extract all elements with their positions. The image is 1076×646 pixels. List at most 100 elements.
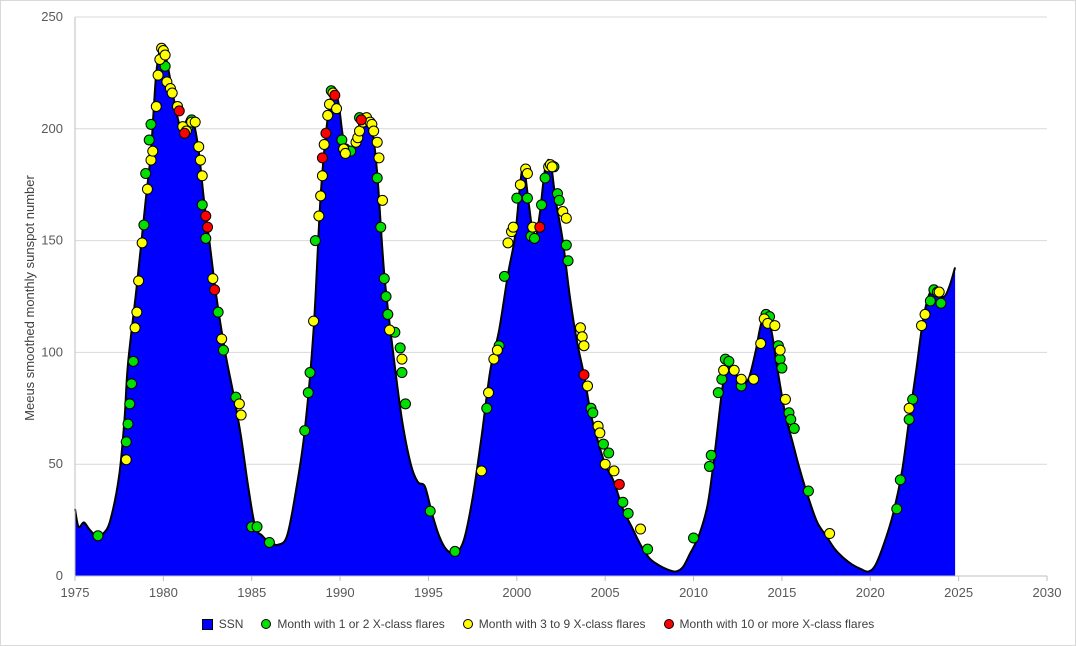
flare-point-x12 bbox=[924, 295, 936, 307]
flare-point-x12 bbox=[498, 270, 510, 282]
flare-point-x12 bbox=[394, 342, 406, 354]
flare-point-x39 bbox=[373, 152, 385, 164]
flare-point-x39 bbox=[120, 454, 132, 466]
flare-point-x39 bbox=[502, 237, 514, 249]
x-tick-label: 2015 bbox=[767, 585, 796, 600]
flare-point-x39 bbox=[331, 103, 343, 115]
flare-point-x12 bbox=[92, 530, 104, 542]
flare-point-x10 bbox=[578, 369, 590, 381]
flare-point-x39 bbox=[147, 145, 159, 157]
flare-point-x39 bbox=[308, 315, 320, 327]
flare-point-x12 bbox=[560, 239, 572, 251]
legend-swatch-x39 bbox=[462, 619, 473, 629]
x-tick-label: 2010 bbox=[679, 585, 708, 600]
flare-point-x39 bbox=[728, 364, 740, 376]
flare-point-x12 bbox=[903, 413, 915, 425]
flare-point-x12 bbox=[375, 221, 387, 233]
flare-point-x10 bbox=[316, 152, 328, 164]
flare-point-x39 bbox=[608, 465, 620, 477]
legend-label-x12: Month with 1 or 2 X-class flares bbox=[277, 617, 445, 631]
flare-point-x12 bbox=[140, 168, 152, 180]
x-tick-label: 2005 bbox=[591, 585, 620, 600]
x-tick-label: 2030 bbox=[1033, 585, 1062, 600]
x-tick-label: 2000 bbox=[502, 585, 531, 600]
flare-point-x12 bbox=[622, 507, 634, 519]
flare-point-x12 bbox=[200, 232, 212, 244]
flare-point-x12 bbox=[587, 407, 599, 419]
flare-point-x12 bbox=[299, 425, 311, 437]
flare-point-x12 bbox=[712, 387, 724, 399]
flare-point-x12 bbox=[642, 543, 654, 555]
flare-point-x39 bbox=[318, 138, 330, 150]
flare-point-x39 bbox=[735, 373, 747, 385]
flare-point-x39 bbox=[207, 273, 219, 285]
y-tick-label: 150 bbox=[41, 233, 63, 248]
flare-point-x12 bbox=[399, 398, 411, 410]
flare-point-x12 bbox=[935, 297, 947, 309]
flare-point-x12 bbox=[528, 232, 540, 244]
legend-item-ssn: SSN bbox=[201, 617, 244, 631]
flare-point-x12 bbox=[597, 438, 609, 450]
flare-point-x12 bbox=[449, 545, 461, 557]
flare-point-x39 bbox=[368, 125, 380, 137]
flare-point-x39 bbox=[933, 286, 945, 298]
flare-point-x39 bbox=[313, 210, 325, 222]
legend-swatch-x10 bbox=[663, 619, 674, 629]
flare-point-x12 bbox=[776, 362, 788, 374]
flare-point-x12 bbox=[891, 503, 903, 515]
flare-point-x39 bbox=[507, 221, 519, 233]
y-tick-label: 50 bbox=[49, 456, 63, 471]
x-tick-label: 1985 bbox=[237, 585, 266, 600]
flare-point-x39 bbox=[594, 427, 606, 439]
flare-point-x12 bbox=[536, 199, 548, 211]
flare-point-x39 bbox=[576, 331, 588, 343]
flare-point-x39 bbox=[194, 154, 206, 166]
flare-point-x39 bbox=[599, 458, 611, 470]
y-tick-label: 250 bbox=[41, 9, 63, 24]
flare-point-x39 bbox=[824, 528, 836, 540]
flare-point-x12 bbox=[145, 118, 157, 130]
flare-point-x12 bbox=[511, 192, 523, 204]
flare-point-x12 bbox=[380, 291, 392, 302]
legend-label-x10: Month with 10 or more X-class flares bbox=[679, 617, 875, 631]
flare-point-x39 bbox=[916, 320, 928, 332]
legend-item-x10: Month with 10 or more X-class flares bbox=[663, 617, 875, 631]
flare-point-x12 bbox=[894, 474, 906, 486]
x-tick-label: 1980 bbox=[149, 585, 178, 600]
legend-swatch-ssn bbox=[201, 618, 213, 630]
flare-point-x39 bbox=[514, 179, 526, 191]
flare-point-x39 bbox=[339, 147, 351, 159]
flare-point-x39 bbox=[193, 141, 205, 153]
y-tick-label: 0 bbox=[56, 568, 63, 583]
flare-point-x12 bbox=[122, 418, 134, 430]
flare-point-x12 bbox=[562, 255, 574, 267]
legend-label-ssn: SSN bbox=[218, 617, 244, 631]
y-tick-label: 100 bbox=[41, 344, 63, 359]
flare-point-x39 bbox=[150, 100, 162, 112]
flare-point-x39 bbox=[159, 49, 171, 61]
flare-point-x39 bbox=[216, 333, 228, 345]
sunspot-chart: 0 50 100 150 200 250 1975 1980 1985 1990 1995 2000 2… bbox=[22, 9, 1062, 600]
flare-point-x12 bbox=[371, 172, 383, 184]
flare-point-x39 bbox=[131, 306, 143, 318]
flare-points-layer bbox=[92, 42, 947, 557]
flare-point-x10 bbox=[209, 284, 221, 296]
flare-point-x39 bbox=[546, 161, 558, 173]
flare-point-x39 bbox=[141, 183, 153, 195]
flare-point-x12 bbox=[802, 485, 814, 497]
x-tick-label: 2020 bbox=[856, 585, 885, 600]
flare-point-x39 bbox=[189, 116, 201, 128]
flare-point-x12 bbox=[126, 378, 138, 390]
flare-point-x12 bbox=[251, 521, 263, 533]
x-tick-label: 2025 bbox=[944, 585, 973, 600]
flare-point-x39 bbox=[755, 337, 767, 349]
flare-point-x10 bbox=[179, 127, 191, 139]
legend-item-x12: Month with 1 or 2 X-class flares bbox=[261, 617, 445, 631]
flare-point-x39 bbox=[145, 154, 157, 166]
flare-point-x12 bbox=[723, 355, 735, 367]
flare-point-x39 bbox=[748, 373, 760, 385]
y-axis-title: Meeus smoothed monthly sunspot number bbox=[22, 174, 37, 420]
flare-point-x12 bbox=[138, 219, 150, 231]
legend: SSN Month with 1 or 2 X-class flares Mon… bbox=[0, 614, 1076, 634]
ssn-line bbox=[74, 44, 957, 573]
